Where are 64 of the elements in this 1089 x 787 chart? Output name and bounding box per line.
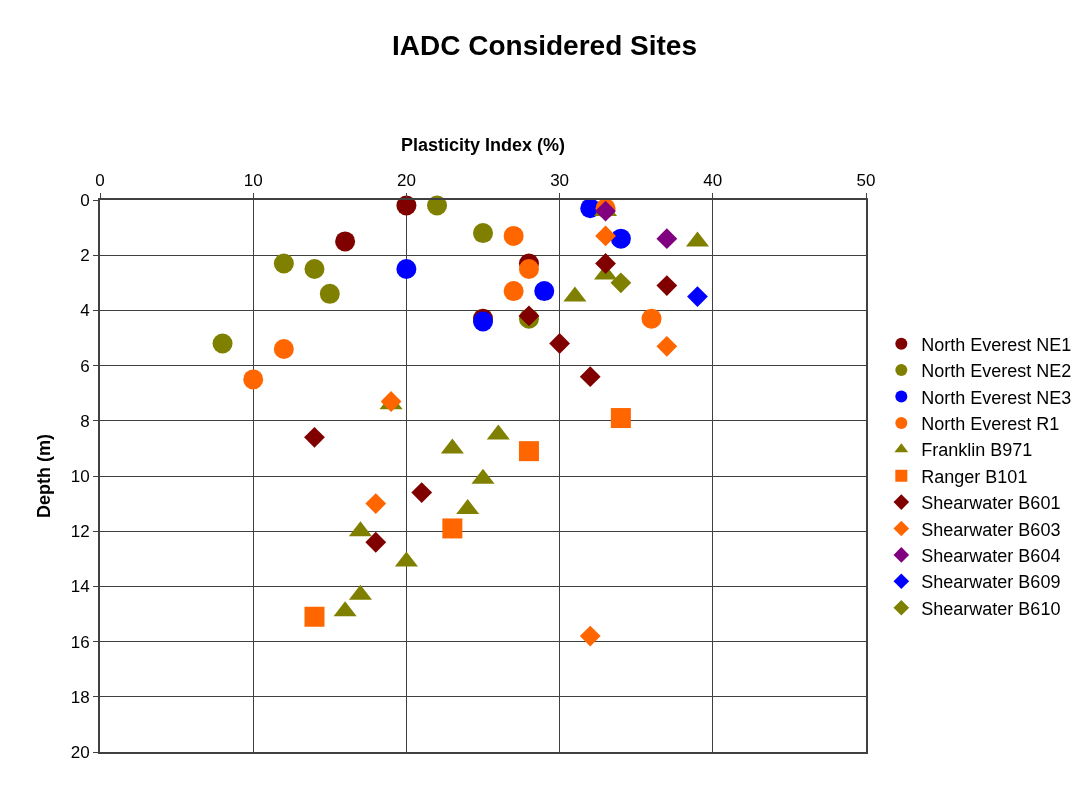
point	[473, 223, 493, 244]
point	[549, 333, 570, 354]
y-tick-label: 4	[80, 301, 90, 321]
y-axis-title: Depth (m)	[34, 434, 55, 518]
x-tick-label: 0	[95, 171, 105, 191]
point	[518, 259, 539, 279]
legend-label: Shearwater B604	[921, 545, 1061, 566]
legend-label: North Everest NE2	[921, 361, 1072, 382]
point	[503, 281, 524, 302]
point	[656, 335, 678, 357]
point	[641, 308, 662, 329]
y-tick-label: 10	[70, 466, 90, 486]
legend-label: North Everest R1	[921, 413, 1060, 434]
y-tick-label: 6	[80, 356, 90, 376]
y-tick-label: 0	[80, 190, 90, 210]
point	[656, 275, 678, 296]
y-tick-label: 14	[70, 577, 90, 597]
point	[595, 253, 616, 274]
x-tick-label: 20	[396, 171, 416, 191]
y-tick-label: 12	[70, 522, 90, 542]
legend-label: Shearwater B603	[921, 519, 1061, 540]
point	[503, 225, 524, 246]
x-tick-label: 40	[703, 171, 723, 191]
point	[396, 259, 417, 279]
point	[335, 231, 356, 252]
point	[304, 259, 325, 279]
point	[365, 493, 387, 514]
point	[273, 339, 294, 360]
x-tick-label: 10	[243, 171, 263, 191]
point	[319, 283, 340, 304]
legend-label: Ranger B101	[921, 466, 1028, 487]
point	[304, 606, 325, 627]
point	[212, 333, 233, 354]
legend-label: Shearwater B610	[921, 598, 1061, 619]
point	[304, 426, 325, 448]
point	[442, 518, 463, 539]
point	[579, 366, 601, 388]
point	[518, 441, 539, 462]
y-tick-label: 20	[70, 742, 90, 762]
point	[273, 253, 294, 274]
y-tick-label: 8	[80, 411, 90, 431]
point	[411, 482, 433, 503]
point	[610, 408, 631, 429]
point	[610, 228, 631, 249]
point	[579, 625, 601, 647]
legend-label: North Everest NE1	[921, 334, 1072, 355]
y-tick-label: 2	[80, 246, 90, 266]
point	[687, 286, 708, 307]
point	[610, 272, 632, 294]
x-axis-title: Plasticity Index (%)	[400, 134, 566, 155]
legend-label: North Everest NE3	[921, 387, 1072, 408]
point	[595, 225, 616, 247]
x-tick-label: 30	[550, 171, 570, 191]
legend-label: Shearwater B609	[921, 572, 1061, 593]
chart-title: IADC Considered Sites	[392, 30, 697, 62]
legend-label: Franklin B971	[921, 440, 1033, 461]
legend-label: Shearwater B601	[921, 493, 1061, 514]
y-tick-label: 18	[70, 687, 90, 707]
point	[243, 369, 264, 390]
point	[656, 228, 678, 250]
point	[534, 281, 555, 302]
x-tick-label: 50	[856, 171, 876, 191]
point	[365, 531, 387, 553]
y-tick-label: 16	[70, 632, 90, 652]
